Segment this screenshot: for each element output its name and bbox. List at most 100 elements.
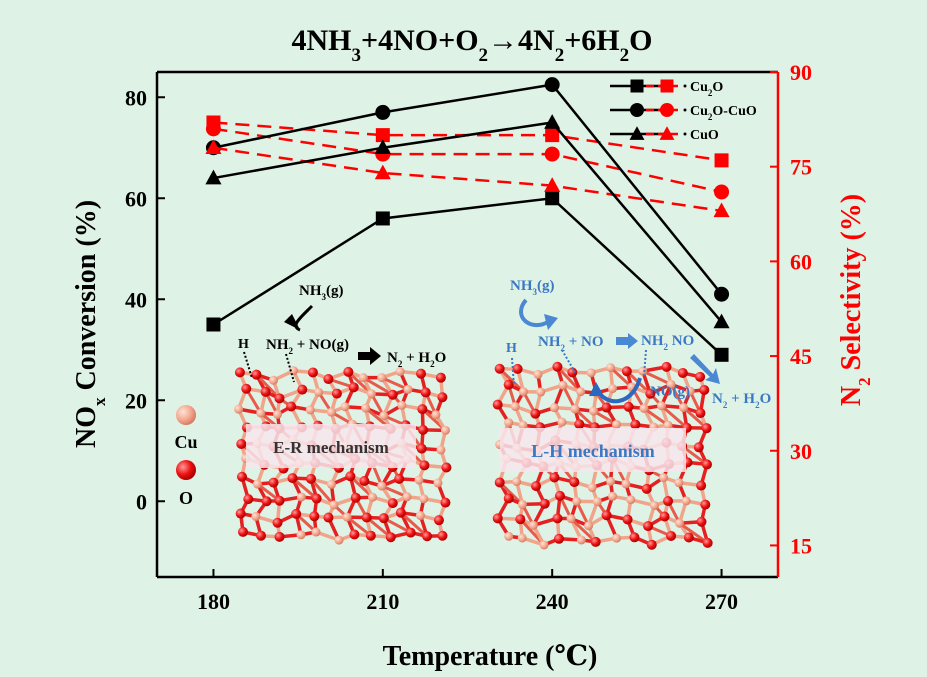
cu-atom (572, 496, 582, 506)
bond (291, 476, 318, 500)
er-nh3g-label-part: (g) (326, 283, 344, 299)
o-atom (274, 393, 285, 404)
bond (575, 500, 590, 527)
o-atom (387, 498, 398, 509)
cu-atom (234, 404, 244, 414)
o-atom (693, 442, 704, 453)
legend-label: CuO (690, 128, 719, 143)
lh-nh2no-label-part: NO (668, 333, 694, 349)
cu-atom (592, 497, 602, 507)
chart-title-part: 3 (352, 45, 362, 66)
cu-atom (326, 479, 336, 489)
lh-product-label-part: 2 (755, 400, 760, 410)
chart-title-part: 2 (479, 45, 489, 66)
o-atom (416, 443, 427, 454)
er-nh2-no-label-part: NH (266, 337, 289, 353)
y-axis-left-label-part: NO (71, 406, 102, 448)
cu-atom (504, 531, 514, 541)
o-atom (683, 532, 694, 543)
cu-atom (296, 492, 306, 502)
o-atom (700, 499, 711, 510)
lh-nh2-no-label-part: NH (538, 334, 561, 350)
o-atom (553, 533, 564, 544)
cu-atom (612, 419, 622, 429)
bond (643, 407, 669, 427)
y-right-tick-label: 15 (790, 533, 812, 558)
lh-nh3g-label-part: (g) (537, 278, 555, 294)
er-curved-arrow (294, 304, 314, 332)
lh-dotted-line (561, 349, 577, 375)
bond (381, 376, 409, 391)
cu-atom (608, 491, 618, 501)
cu-atom (536, 387, 546, 397)
cu-atom (504, 418, 514, 428)
lh-nog-label: NO(g) (650, 384, 690, 400)
o-atom (494, 477, 505, 488)
o-atom (437, 530, 448, 541)
y-axis-left-label-part: x (90, 397, 109, 406)
cu-atom (558, 380, 568, 390)
cu-atom (272, 409, 282, 419)
conversion-point (375, 211, 390, 226)
o-atom (590, 536, 601, 547)
bond (383, 516, 412, 534)
plot-area: 180 210 240 2700204060801530456075904NH3+4N… (71, 24, 874, 672)
legend-marker-red (659, 126, 675, 140)
legend-label-part: 2 (708, 88, 713, 98)
o-atom (305, 473, 316, 484)
er-product-label-part: 2 (430, 359, 435, 369)
cu-atom (366, 389, 376, 399)
conversion-point (544, 114, 561, 129)
o-atom (261, 496, 272, 507)
cu-atom (305, 405, 315, 415)
series-conversion-line-2 (213, 121, 723, 323)
cu-atom (533, 369, 543, 379)
lh-nh3g-label-part: 3 (533, 287, 538, 297)
er-nh2-no-label-part: 2 (289, 346, 294, 356)
o-atom (601, 402, 612, 413)
cu-atom (663, 420, 673, 430)
o-atom (492, 513, 503, 524)
o-atom (359, 476, 370, 487)
bond (347, 370, 373, 395)
cu-atom (326, 407, 336, 417)
o-atom (286, 401, 297, 412)
legend-label-part: Cu (690, 80, 708, 95)
er-product-label: N2 + H2O (387, 350, 446, 369)
cu-atom (675, 518, 685, 528)
cu-atom (517, 533, 527, 543)
o-atom (630, 419, 641, 430)
lh-nh3g-label: NH3(g) (510, 278, 555, 297)
o-atom (494, 363, 505, 374)
y-axis-right-label: N2 Selectivity (%) (836, 194, 874, 406)
y-axis-right-label-part: N (836, 386, 867, 406)
o-atom (554, 490, 565, 501)
selectivity-point (205, 139, 222, 155)
cu-atom (368, 492, 378, 502)
o-atom (440, 497, 451, 508)
cu-atom (517, 499, 527, 509)
chart-title-part: 2 (620, 45, 630, 66)
cu-atom (518, 387, 528, 397)
legend-dot (683, 132, 687, 136)
er-nh3g-label-part: NH (299, 283, 322, 299)
lh-nh3g-label-part: NH (510, 278, 533, 294)
o-atom (311, 493, 322, 504)
cu-atom (415, 511, 425, 521)
o-atom (574, 419, 585, 430)
cu-atom (606, 476, 616, 486)
o-atom (695, 371, 706, 382)
er-right-arrow (358, 347, 381, 365)
o-atom (365, 530, 376, 541)
cu-atom (557, 417, 567, 427)
lh-mechanism-box (500, 428, 686, 472)
legend-label-part: 2 (708, 112, 713, 122)
o-atom (512, 363, 523, 374)
o-atom (350, 492, 361, 503)
o-atom (659, 511, 670, 522)
o-atom (530, 408, 541, 419)
er-mechanism-label: E-R mechanism (273, 438, 389, 457)
cu-atom (639, 403, 649, 413)
chart-title: 4NH3+4NO+O2→4N2+6H2O (292, 24, 653, 66)
